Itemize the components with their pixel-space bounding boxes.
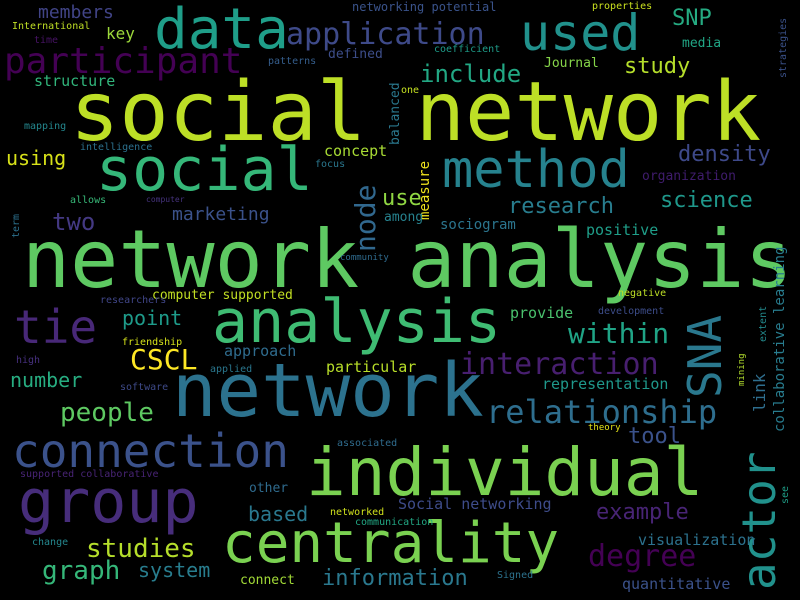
word: density <box>678 142 771 167</box>
word: within <box>568 317 670 350</box>
word: collaborative learning <box>772 246 788 432</box>
word: computer <box>146 195 185 204</box>
word: include <box>420 60 522 88</box>
word: individual <box>306 434 704 511</box>
word: information <box>322 566 468 591</box>
word: mining <box>737 353 747 386</box>
word: coefficient <box>434 44 501 55</box>
word: SNP <box>672 6 712 31</box>
word: computer supported <box>152 288 293 303</box>
word: system <box>138 558 211 582</box>
word: see <box>780 485 791 504</box>
word: network <box>172 348 484 434</box>
word: two <box>52 208 96 236</box>
word: using <box>6 146 67 170</box>
word: provide <box>510 304 574 322</box>
word: centrality <box>222 511 560 576</box>
word: Signed <box>497 570 534 581</box>
word: among <box>384 210 424 225</box>
word: networking potential <box>352 0 497 14</box>
word: negative <box>618 288 667 299</box>
word: key <box>106 24 135 43</box>
word: one <box>401 85 420 96</box>
word: relationship <box>486 393 718 431</box>
word: point <box>122 306 183 330</box>
word: example <box>596 500 689 525</box>
word: associated <box>337 438 398 449</box>
word: members <box>38 2 114 23</box>
word: allows <box>70 195 107 206</box>
word: based <box>248 502 309 526</box>
word: concept <box>324 142 388 160</box>
word: sociogram <box>440 217 516 233</box>
word: friendship <box>122 337 183 348</box>
word: software <box>120 382 169 393</box>
word: term <box>11 213 22 238</box>
word: communication <box>355 517 434 528</box>
word: social network <box>70 65 762 160</box>
word: number <box>10 368 83 392</box>
word: social <box>96 135 313 205</box>
word: data <box>154 0 289 62</box>
word: extent <box>758 305 769 342</box>
word: degree <box>588 539 697 574</box>
word: link <box>750 373 769 412</box>
word: intelligence <box>80 142 153 153</box>
word: use <box>382 186 422 211</box>
word: networked <box>330 507 385 518</box>
word: study <box>624 54 691 79</box>
word: science <box>660 188 753 213</box>
word: development <box>598 306 665 317</box>
word: structure <box>34 72 116 90</box>
word: quantitative <box>622 575 731 593</box>
word: analysis <box>212 287 501 357</box>
word: connection <box>12 424 289 478</box>
word: people <box>60 398 154 428</box>
word: defined <box>328 47 383 62</box>
word: Social networking <box>398 495 552 513</box>
word: other <box>249 481 289 496</box>
word: approach <box>224 342 297 360</box>
word: International <box>12 21 91 32</box>
word: method <box>442 140 630 200</box>
word: graph <box>42 556 121 586</box>
word: mapping <box>24 121 67 132</box>
word: SNA <box>678 314 732 398</box>
word: tie <box>14 300 98 354</box>
word: participant <box>4 41 243 82</box>
word: tool <box>628 424 681 449</box>
word: focus <box>315 159 346 170</box>
word: interaction <box>460 347 659 382</box>
word: high <box>16 355 41 366</box>
word: node <box>349 184 382 252</box>
word: time <box>34 35 59 46</box>
word: used <box>520 4 641 62</box>
word: network analysis <box>22 213 793 306</box>
word: Journal <box>544 56 599 71</box>
word: theory <box>588 423 621 433</box>
word: CSCL <box>130 343 198 376</box>
word: visualization <box>638 531 756 549</box>
word: applied <box>210 364 253 375</box>
word: community <box>340 253 389 263</box>
word: connect <box>240 573 295 588</box>
word: properties <box>592 1 653 12</box>
word: strategies <box>778 17 789 78</box>
word: particular <box>326 358 417 376</box>
word: positive <box>586 221 659 239</box>
word: research <box>508 194 614 219</box>
word: group <box>18 467 199 537</box>
word: supported collaborative <box>20 469 159 480</box>
word: marketing <box>172 204 270 225</box>
word: researchers <box>100 295 167 306</box>
word: media <box>682 36 722 51</box>
word: studies <box>86 534 196 564</box>
word: change <box>32 537 69 548</box>
word: actor <box>732 451 786 590</box>
word: application <box>286 17 485 52</box>
word: patterns <box>268 56 317 67</box>
word: organization <box>642 169 736 184</box>
word: representation <box>542 375 669 393</box>
